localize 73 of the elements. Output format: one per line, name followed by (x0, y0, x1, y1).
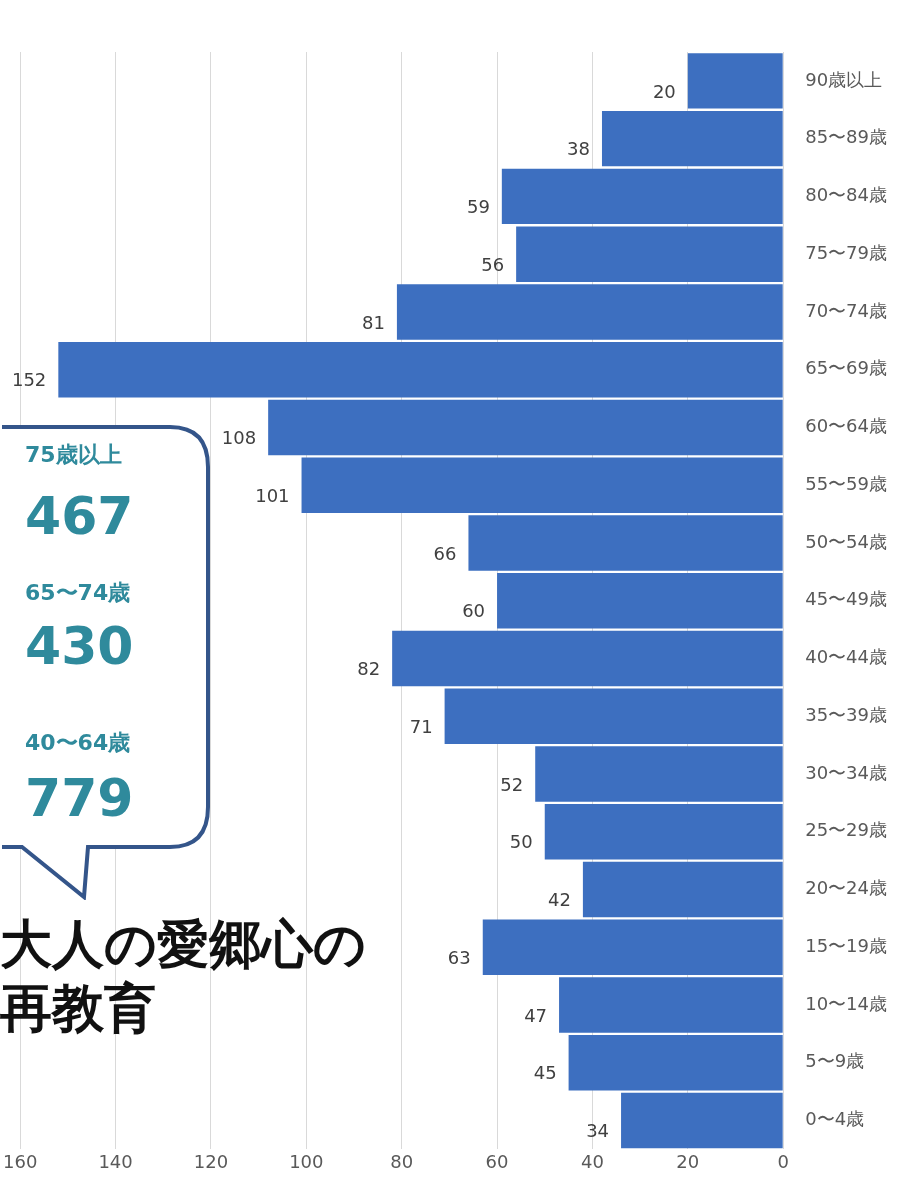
bar (516, 226, 783, 282)
bar (301, 457, 783, 513)
annotation: 467 (25, 486, 134, 546)
bar (601, 110, 783, 167)
y-tick-label: 85〜89歳 (805, 126, 887, 148)
data-label: 152 (11, 369, 47, 391)
data-label: 108 (221, 427, 257, 449)
x-tick-label: 160 (3, 1150, 38, 1172)
x-tick-label: 0 (777, 1150, 789, 1172)
bar (268, 399, 783, 456)
x-tick-label: 120 (193, 1150, 229, 1172)
data-label: 38 (567, 138, 590, 160)
data-label: 45 (533, 1062, 557, 1084)
y-tick-label: 40〜44歳 (805, 646, 887, 668)
x-tick-label: 140 (98, 1150, 133, 1172)
x-tick-label: 80 (390, 1150, 414, 1172)
y-tick-label: 75〜79歳 (805, 241, 887, 263)
y-tick-label: 70〜74歳 (805, 299, 887, 321)
y-tick-label: 90歳以上 (805, 68, 883, 90)
y-tick-label: 55〜59歳 (805, 472, 887, 494)
data-label: 82 (357, 658, 381, 680)
bar (58, 341, 783, 398)
y-tick-label: 15〜19歳 (805, 934, 887, 956)
annotation: 40〜64歳 (25, 729, 131, 757)
bar (621, 1092, 783, 1149)
data-label: 42 (547, 889, 571, 911)
bar (396, 284, 783, 340)
x-tick-label: 60 (485, 1150, 509, 1172)
annotation: 75歳以上 (25, 441, 122, 469)
bar (468, 515, 783, 571)
bar (444, 688, 783, 744)
bar (392, 630, 783, 687)
data-label: 59 (466, 196, 490, 218)
bar (568, 1035, 783, 1091)
data-label: 34 (586, 1120, 610, 1142)
bar (559, 977, 783, 1033)
bar (582, 861, 783, 918)
data-label: 81 (362, 311, 385, 333)
x-tick-label: 20 (676, 1150, 700, 1172)
data-label: 47 (524, 1004, 548, 1026)
y-tick-label: 45〜49歳 (805, 588, 887, 610)
data-label: 60 (462, 600, 486, 622)
y-tick-label: 80〜84歳 (805, 184, 887, 206)
annotation: 65〜74歳 (25, 579, 131, 607)
data-label: 50 (509, 831, 533, 853)
y-tick-label: 10〜14歳 (805, 992, 887, 1014)
data-label: 52 (500, 773, 524, 795)
x-tick-label: 100 (289, 1150, 324, 1172)
y-tick-label: 5〜9歳 (805, 1050, 865, 1072)
data-label: 56 (481, 253, 505, 275)
data-label: 20 (652, 80, 676, 102)
data-label: 101 (255, 484, 290, 506)
text: 大人の愛郷心の再教育 (0, 913, 367, 1040)
y-tick-label: 65〜69歳 (805, 357, 887, 379)
data-label: 66 (433, 542, 457, 564)
x-tick-label: 40 (580, 1150, 604, 1172)
y-tick-label: 30〜34歳 (805, 761, 887, 783)
y-tick-label: 25〜29歳 (805, 819, 887, 841)
y-tick-label: 20〜24歳 (805, 877, 887, 899)
bar (544, 804, 783, 860)
annotation: 779 (25, 768, 134, 828)
bar (501, 168, 783, 225)
bar (687, 53, 783, 109)
y-tick-label: 35〜39歳 (805, 703, 887, 725)
y-tick-label: 0〜4歳 (805, 1108, 865, 1130)
annotation: 430 (25, 616, 134, 676)
y-tick-label: 60〜64歳 (805, 415, 887, 437)
bar (497, 572, 783, 629)
data-label: 71 (409, 715, 433, 737)
data-label: 63 (447, 946, 471, 968)
y-tick-label: 50〜54歳 (805, 530, 887, 552)
bar (482, 919, 783, 975)
bar (535, 746, 783, 802)
